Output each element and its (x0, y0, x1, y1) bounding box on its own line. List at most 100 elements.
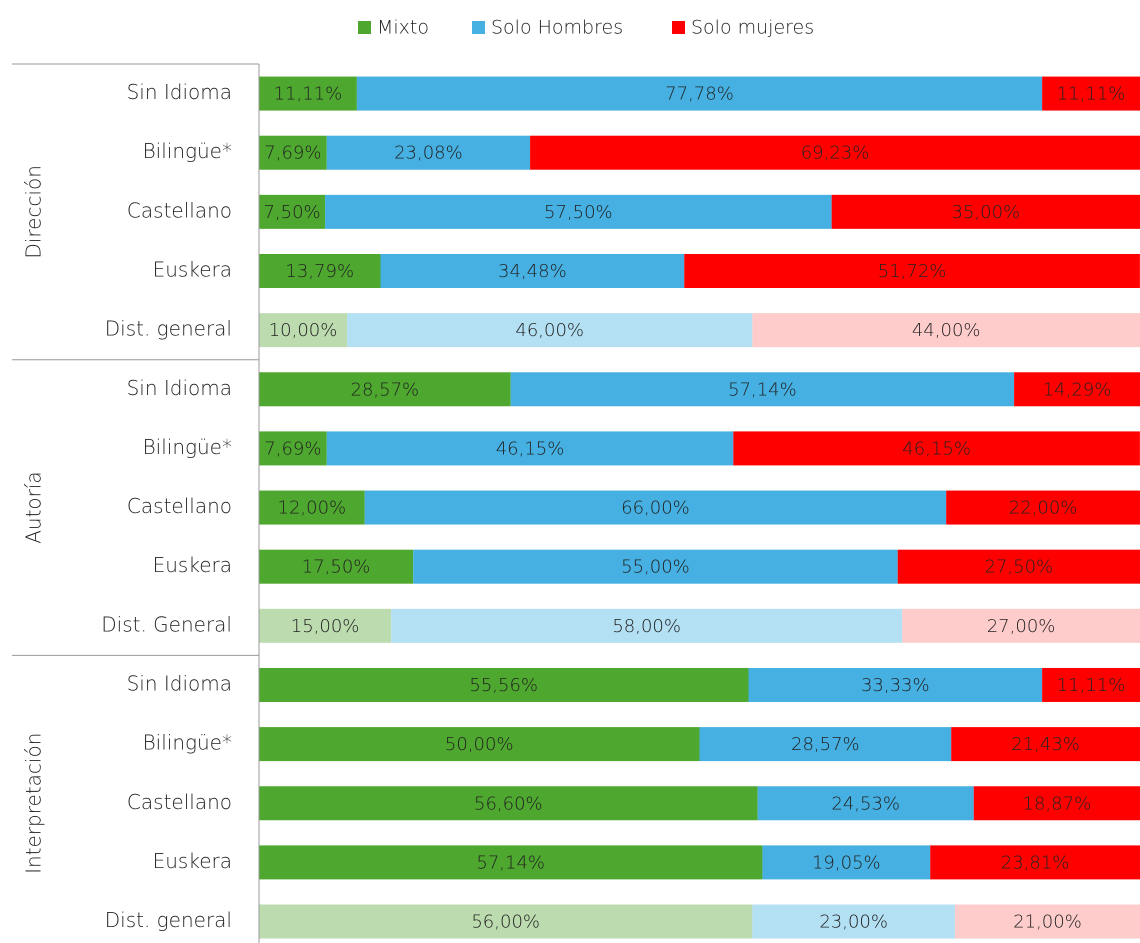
y-tick-label: Euskera (153, 553, 232, 577)
bar-segment (259, 549, 414, 584)
bar-segment (831, 194, 1140, 229)
value-label: 11,11% (1057, 84, 1126, 105)
value-label: 46,15% (902, 438, 971, 459)
value-label: 69,23% (801, 143, 870, 164)
value-label: 51,72% (878, 261, 947, 282)
bar-segment (1014, 372, 1140, 407)
value-label: 35,00% (952, 202, 1021, 223)
y-tick-label: Bilingüe* (143, 139, 232, 163)
bar-segment (347, 313, 753, 348)
bar-segment (356, 76, 1043, 111)
bar-segment (684, 253, 1140, 288)
value-label: 21,00% (1013, 912, 1082, 933)
value-label: 23,81% (1001, 852, 1070, 873)
value-label: 28,57% (791, 734, 860, 755)
bar-segment (364, 490, 947, 525)
bar-segment (259, 194, 326, 229)
y-tick-label: Sin Idioma (127, 80, 232, 104)
legend-label: Solo mujeres (691, 17, 814, 39)
y-tick-label: Bilingüe* (143, 435, 232, 459)
bar-segment (259, 431, 327, 466)
y-tick-label: Bilingüe* (143, 731, 232, 755)
legend-swatch (358, 21, 371, 34)
bar-segment (259, 786, 758, 821)
value-label: 21,43% (1011, 734, 1080, 755)
value-label: 27,50% (985, 557, 1054, 578)
value-label: 55,00% (621, 557, 690, 578)
value-label: 10,00% (269, 320, 338, 341)
value-label: 46,00% (515, 320, 584, 341)
bar-segment (951, 727, 1140, 762)
y-tick-label: Castellano (127, 198, 232, 222)
bar-segment (259, 845, 763, 880)
value-label: 56,00% (471, 912, 540, 933)
value-label: 14,29% (1043, 379, 1112, 400)
value-label: 33,33% (861, 675, 930, 696)
value-label: 17,50% (302, 557, 371, 578)
group-label: Dirección (22, 165, 46, 259)
value-label: 58,00% (612, 616, 681, 637)
y-tick-label: Euskera (153, 257, 232, 281)
bar-segment (752, 904, 955, 939)
bar-segment (259, 904, 753, 939)
legend-label: Mixto (377, 17, 429, 39)
group-label: Interpretación (22, 733, 46, 874)
value-label: 46,15% (496, 438, 565, 459)
bar-segment (897, 549, 1140, 584)
value-label: 27,00% (987, 616, 1056, 637)
legend-swatch (672, 21, 685, 34)
value-label: 22,00% (1009, 498, 1078, 519)
bar-segment (757, 786, 974, 821)
y-tick-label: Sin Idioma (127, 671, 232, 695)
bar-segment (946, 490, 1140, 525)
bar-segment (326, 431, 734, 466)
bar-segment (733, 431, 1140, 466)
value-label: 7,69% (264, 143, 321, 164)
value-label: 57,14% (728, 379, 797, 400)
bar-segment (930, 845, 1140, 880)
y-tick-label: Dist. general (105, 908, 232, 932)
value-label: 50,00% (445, 734, 514, 755)
legend-swatch (472, 21, 485, 34)
value-label: 66,00% (621, 498, 690, 519)
y-tick-label: Dist. general (105, 317, 232, 341)
group-label: Autoría (22, 471, 46, 543)
bar-segment (259, 253, 381, 288)
bar-segment (259, 372, 511, 407)
bar-segment (259, 667, 749, 702)
y-tick-label: Sin Idioma (127, 376, 232, 400)
bar-segment (391, 608, 903, 643)
bar-segment (325, 194, 832, 229)
bar-segment (1042, 76, 1140, 111)
bar-segment (752, 313, 1140, 348)
bar-segment (259, 490, 365, 525)
y-tick-label: Dist. General (101, 612, 232, 636)
bar-segment (973, 786, 1140, 821)
bar-segment (380, 253, 685, 288)
value-label: 28,57% (351, 379, 420, 400)
y-tick-label: Euskera (153, 849, 232, 873)
bar-segment (259, 313, 348, 348)
bar-segment (762, 845, 931, 880)
bar-segment (954, 904, 1140, 939)
value-label: 19,05% (812, 852, 881, 873)
value-label: 13,79% (285, 261, 354, 282)
value-label: 7,50% (263, 202, 320, 223)
value-label: 24,53% (831, 793, 900, 814)
value-label: 18,87% (1023, 793, 1092, 814)
y-tick-label: Castellano (127, 494, 232, 518)
y-tick-label: Castellano (127, 790, 232, 814)
bar-segment (1042, 667, 1140, 702)
value-label: 11,11% (274, 84, 343, 105)
bar-segment (326, 135, 531, 170)
bar-segment (510, 372, 1015, 407)
value-label: 23,00% (819, 912, 888, 933)
value-label: 77,78% (665, 84, 734, 105)
value-label: 55,56% (469, 675, 538, 696)
bar-segment (259, 608, 392, 643)
value-label: 7,69% (264, 438, 321, 459)
bar-segment (699, 727, 952, 762)
value-label: 23,08% (394, 143, 463, 164)
value-label: 11,11% (1057, 675, 1126, 696)
